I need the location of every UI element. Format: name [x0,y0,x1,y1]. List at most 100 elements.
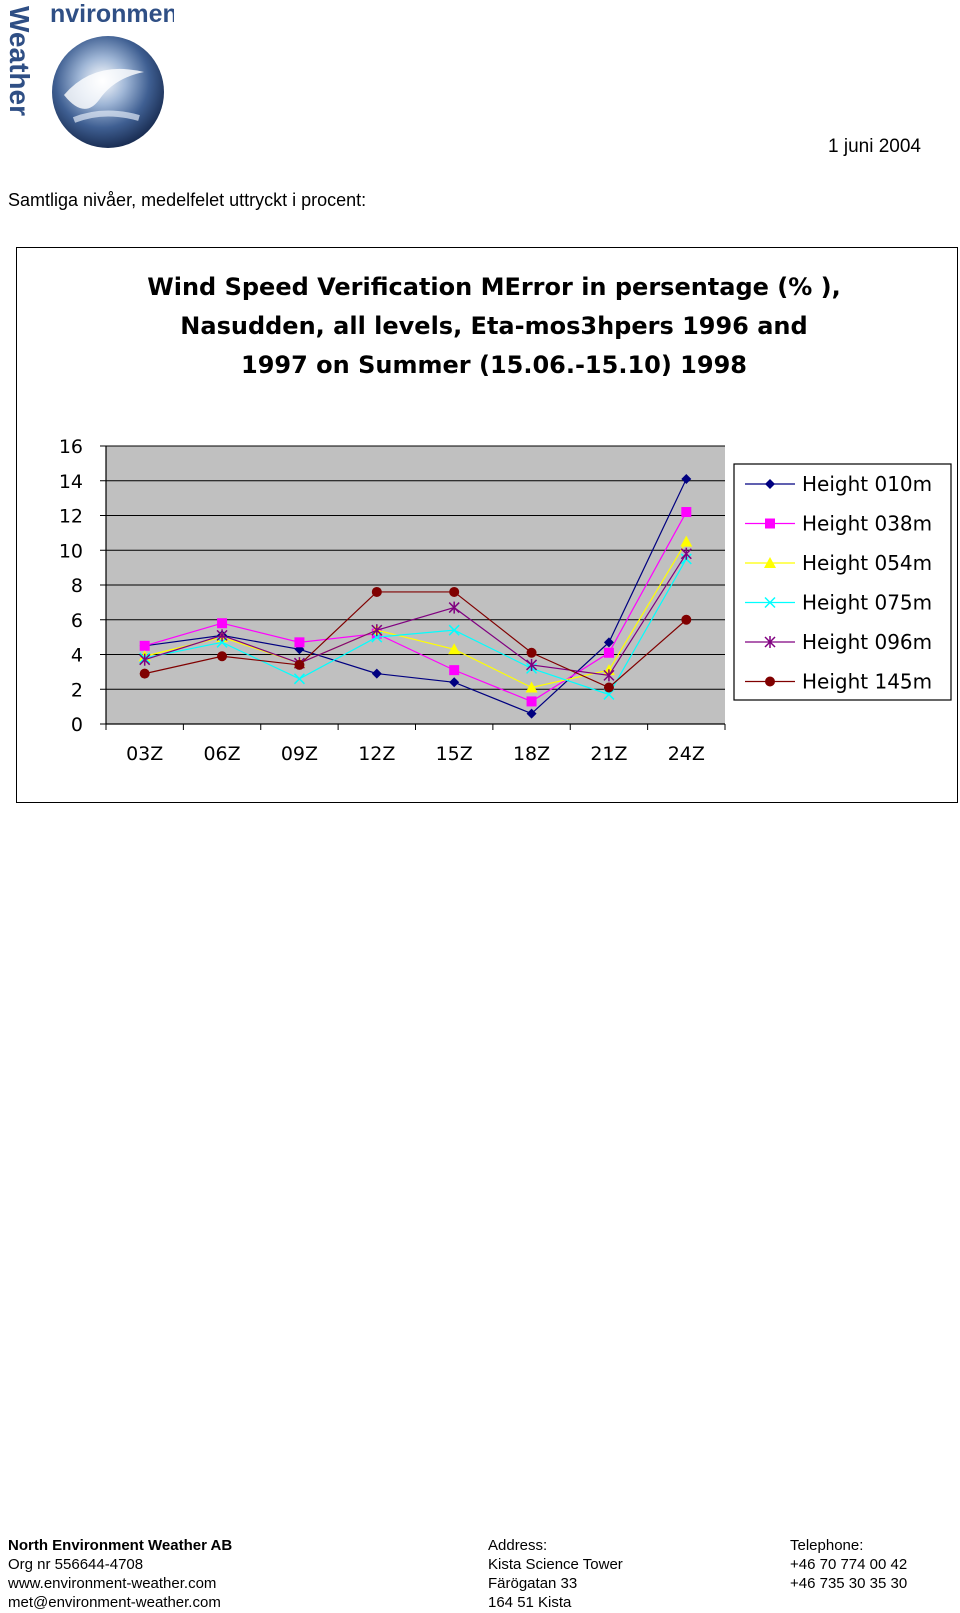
x-tick-label: 06Z [203,743,240,765]
data-point [681,614,692,625]
series-height-145m [139,586,692,693]
legend-label: Height 096m [802,630,932,654]
x-tick-label: 18Z [513,743,550,765]
data-point [216,629,228,642]
data-point [449,677,460,688]
intro-text: Samtliga nivåer, medelfelet uttryckt i p… [8,190,367,210]
footer-email[interactable]: met@environment-weather.com [8,1594,221,1611]
chart-title-line: Wind Speed Verification MError in persen… [147,273,841,301]
legend-marker [764,557,776,568]
data-point [294,637,305,648]
data-point [371,624,383,637]
data-point [371,586,382,597]
footer-address-line1: Kista Science Tower [488,1556,623,1573]
legend-label: Height 038m [802,512,932,536]
chart-frame: Wind Speed Verification MError in persen… [16,247,958,803]
data-point [526,708,537,719]
data-point [139,640,150,651]
data-point [294,644,305,655]
footer-address-block: Address: Kista Science Tower Färögatan 3… [488,1536,623,1612]
legend-entry: Height 054m [745,551,932,575]
data-point [448,601,460,614]
footer-address-line3: 164 51 Kista [488,1594,572,1611]
wind-speed-chart: Wind Speed Verification MError in persen… [59,273,952,765]
data-point [217,651,228,662]
data-point [139,668,150,679]
legend-box [733,463,952,701]
y-tick-label: 8 [71,575,83,597]
company-logo: nvironment Weather [4,0,187,150]
data-point [681,474,692,485]
footer-phone2: +46 735 30 35 30 [790,1575,908,1592]
legend-marker [765,676,775,687]
data-point [681,507,692,518]
y-tick-label: 10 [59,540,83,562]
data-point [294,659,305,670]
legend-entry: Height 096m [745,630,932,654]
legend-entry: Height 075m [745,591,932,615]
legend-marker [764,596,776,609]
x-tick-label: 09Z [281,743,318,765]
footer-company-block: North Environment Weather AB Org nr 5566… [8,1536,232,1612]
legend-marker [764,636,776,648]
series-height-038m [139,507,692,707]
footer-company: North Environment Weather AB [8,1537,233,1554]
data-point [371,668,382,679]
x-tick-label: 21Z [590,743,627,765]
footer-phone1: +46 70 774 00 42 [790,1556,908,1573]
data-point [217,618,228,629]
legend-marker [765,479,775,489]
footer-address-line2: Färögatan 33 [488,1575,578,1592]
y-tick-label: 6 [71,610,83,632]
series-line [144,553,687,676]
marker-stroke [448,624,460,636]
legend-marker [765,518,775,529]
data-point [680,535,693,547]
data-point [526,647,537,658]
x-tick-label: 03Z [126,743,163,765]
data-point [293,673,305,685]
legend-entry: Height 038m [745,512,932,536]
data-point [525,681,538,693]
legend-label: Height 145m [802,670,932,694]
legend-label: Height 054m [802,551,932,575]
x-tick-label: 12Z [358,743,395,765]
marker-stroke [764,596,776,609]
y-tick-label: 12 [59,506,83,528]
x-tick-label: 24Z [668,743,705,765]
chart-title-line: Nasudden, all levels, Eta-mos3hpers 1996… [180,312,807,340]
chart-title-line: 1997 on Summer (15.06.-15.10) 1998 [241,351,747,379]
series-line [144,478,687,715]
x-tick-label: 15Z [436,743,473,765]
svg-text:Weather: Weather [4,6,35,116]
footer-telephone-label: Telephone: [790,1537,864,1554]
legend-entry: Height 145m [745,670,932,694]
data-point [603,682,614,693]
data-point [526,658,538,671]
data-point [139,653,151,666]
data-point [448,643,461,655]
data-point [448,624,460,636]
y-tick-label: 2 [71,679,83,701]
series-line [144,511,687,703]
svg-text:nvironment: nvironment [50,0,174,28]
legend-label: Height 010m [802,472,932,496]
footer-org-nr: Org nr 556644-4708 [8,1556,144,1573]
marker-stroke [293,673,305,685]
y-tick-label: 16 [59,436,83,458]
data-point [680,547,692,560]
footer-address-label: Address: [488,1537,548,1554]
y-tick-label: 0 [71,714,83,736]
data-point [449,665,460,676]
data-point [449,586,460,597]
data-point [526,696,537,707]
series-line [144,591,687,689]
data-point [603,647,614,658]
document-date: 1 juni 2004 [828,136,921,157]
data-point [603,669,615,682]
y-tick-label: 4 [71,645,83,667]
data-point [603,637,614,648]
y-tick-label: 14 [59,471,83,493]
footer-website[interactable]: www.environment-weather.com [8,1575,217,1592]
series-line [144,558,687,696]
